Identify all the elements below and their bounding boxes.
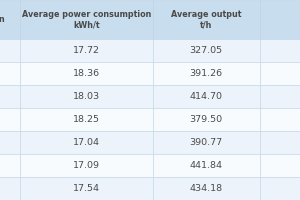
Bar <box>0 0 20 39</box>
Text: 18.36: 18.36 <box>73 69 100 78</box>
Text: 17.04: 17.04 <box>73 138 100 147</box>
Bar <box>153 131 260 154</box>
Text: 18.25: 18.25 <box>73 115 100 124</box>
Bar <box>0 39 20 62</box>
Bar <box>260 131 300 154</box>
Bar <box>260 39 300 62</box>
Bar <box>20 85 153 108</box>
Bar <box>153 85 260 108</box>
Bar <box>20 131 153 154</box>
Text: 379.50: 379.50 <box>190 115 223 124</box>
Bar <box>153 62 260 85</box>
Bar <box>20 154 153 177</box>
Bar <box>0 177 20 200</box>
Bar <box>153 0 260 39</box>
Text: 17.72: 17.72 <box>73 46 100 55</box>
Bar <box>153 177 260 200</box>
Text: 17.09: 17.09 <box>73 161 100 170</box>
Bar <box>20 108 153 131</box>
Bar <box>260 177 300 200</box>
Text: 390.77: 390.77 <box>190 138 223 147</box>
Bar <box>260 154 300 177</box>
Bar <box>0 62 20 85</box>
Text: 391.26: 391.26 <box>190 69 223 78</box>
Bar <box>0 85 20 108</box>
Bar <box>153 39 260 62</box>
Bar <box>0 154 20 177</box>
Text: Average power consumption
kWh/t: Average power consumption kWh/t <box>22 10 151 29</box>
Text: 414.70: 414.70 <box>190 92 223 101</box>
Bar <box>153 154 260 177</box>
Text: 18.03: 18.03 <box>73 92 100 101</box>
Bar <box>260 62 300 85</box>
Bar <box>20 177 153 200</box>
Bar <box>260 0 300 39</box>
Text: Average output
t/h: Average output t/h <box>171 10 242 29</box>
Bar <box>0 131 20 154</box>
Text: n: n <box>0 15 4 24</box>
Text: 17.54: 17.54 <box>73 184 100 193</box>
Bar <box>20 39 153 62</box>
Bar <box>20 62 153 85</box>
Text: 441.84: 441.84 <box>190 161 223 170</box>
Bar <box>20 0 153 39</box>
Bar <box>260 85 300 108</box>
Text: 327.05: 327.05 <box>190 46 223 55</box>
Text: 434.18: 434.18 <box>190 184 223 193</box>
Bar <box>260 108 300 131</box>
Bar <box>0 108 20 131</box>
Bar <box>153 108 260 131</box>
